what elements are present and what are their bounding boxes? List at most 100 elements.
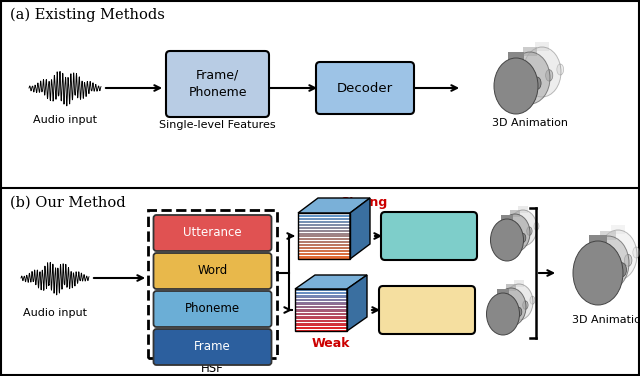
Ellipse shape xyxy=(573,241,623,305)
Ellipse shape xyxy=(505,284,533,320)
Ellipse shape xyxy=(490,219,524,261)
FancyBboxPatch shape xyxy=(154,291,271,327)
Text: Word: Word xyxy=(197,264,228,277)
Ellipse shape xyxy=(533,77,541,89)
Ellipse shape xyxy=(494,58,538,114)
Bar xyxy=(298,250,350,251)
Ellipse shape xyxy=(587,236,629,290)
FancyBboxPatch shape xyxy=(509,210,520,217)
Text: Decoder: Decoder xyxy=(399,303,455,317)
Text: Frame/
Phoneme: Frame/ Phoneme xyxy=(188,69,247,99)
Ellipse shape xyxy=(599,230,637,280)
Bar xyxy=(298,219,350,220)
Ellipse shape xyxy=(545,70,553,81)
Bar xyxy=(298,228,350,229)
Text: (a) Existing Methods: (a) Existing Methods xyxy=(10,8,165,23)
Bar xyxy=(298,248,350,249)
Text: 3D Animation: 3D Animation xyxy=(572,315,640,325)
Text: Strong: Strong xyxy=(340,196,388,209)
Ellipse shape xyxy=(500,214,530,252)
FancyBboxPatch shape xyxy=(379,286,475,334)
Bar xyxy=(298,230,350,231)
Bar xyxy=(295,313,347,314)
Bar xyxy=(295,330,347,331)
FancyBboxPatch shape xyxy=(166,51,269,117)
Ellipse shape xyxy=(625,254,632,266)
Bar xyxy=(295,314,347,315)
FancyBboxPatch shape xyxy=(501,215,513,222)
Ellipse shape xyxy=(486,293,520,335)
Bar xyxy=(295,295,347,296)
Bar xyxy=(295,311,347,312)
Bar xyxy=(298,225,350,226)
Bar xyxy=(298,245,350,246)
Bar xyxy=(295,300,347,301)
Text: Single-level Features: Single-level Features xyxy=(159,120,276,130)
Ellipse shape xyxy=(510,52,550,104)
Bar xyxy=(295,306,347,307)
FancyBboxPatch shape xyxy=(316,62,414,114)
FancyBboxPatch shape xyxy=(506,284,516,291)
Polygon shape xyxy=(295,275,367,289)
Bar xyxy=(298,241,350,242)
Bar xyxy=(295,324,347,325)
Polygon shape xyxy=(350,198,370,259)
FancyBboxPatch shape xyxy=(381,212,477,260)
Bar xyxy=(295,307,347,308)
FancyBboxPatch shape xyxy=(508,52,524,62)
Bar xyxy=(295,289,347,290)
Text: Frame: Frame xyxy=(194,341,231,353)
Bar xyxy=(295,296,347,297)
Bar xyxy=(295,293,347,294)
Text: HSF: HSF xyxy=(201,362,224,375)
Bar xyxy=(298,236,350,237)
FancyBboxPatch shape xyxy=(154,215,271,251)
Bar xyxy=(148,210,277,358)
Text: Audio input: Audio input xyxy=(33,115,97,125)
FancyBboxPatch shape xyxy=(600,230,616,240)
Text: Weak: Weak xyxy=(312,337,350,350)
Bar xyxy=(295,321,347,322)
Bar xyxy=(295,320,347,321)
Polygon shape xyxy=(298,198,370,213)
Ellipse shape xyxy=(534,222,539,230)
Bar xyxy=(298,244,350,245)
FancyBboxPatch shape xyxy=(497,289,509,296)
FancyBboxPatch shape xyxy=(154,253,271,289)
Bar xyxy=(298,233,350,234)
Bar xyxy=(298,222,350,223)
Bar xyxy=(298,251,350,252)
FancyBboxPatch shape xyxy=(523,47,537,56)
Bar xyxy=(295,310,347,311)
Bar xyxy=(295,299,347,300)
Bar xyxy=(298,258,350,259)
Bar xyxy=(295,318,347,319)
Bar xyxy=(298,221,350,222)
Ellipse shape xyxy=(523,47,561,97)
Ellipse shape xyxy=(516,307,522,317)
Bar xyxy=(298,216,350,217)
Ellipse shape xyxy=(520,233,526,243)
Bar xyxy=(295,290,347,291)
Text: Decoder: Decoder xyxy=(401,229,457,243)
FancyBboxPatch shape xyxy=(154,329,271,365)
FancyBboxPatch shape xyxy=(611,225,625,234)
Text: Utterance: Utterance xyxy=(183,226,242,240)
Bar xyxy=(298,213,350,214)
Ellipse shape xyxy=(527,227,532,235)
Bar xyxy=(295,317,347,318)
Text: 3D Animation: 3D Animation xyxy=(492,118,568,128)
Bar xyxy=(295,292,347,293)
Bar xyxy=(298,242,350,243)
Bar xyxy=(295,297,347,298)
Bar xyxy=(295,325,347,326)
FancyBboxPatch shape xyxy=(535,42,549,51)
Ellipse shape xyxy=(618,263,627,277)
Text: Phoneme: Phoneme xyxy=(185,303,240,315)
Ellipse shape xyxy=(633,247,639,258)
Bar xyxy=(295,327,347,328)
Ellipse shape xyxy=(509,210,537,246)
Text: Decoder: Decoder xyxy=(337,82,393,94)
Bar xyxy=(295,303,347,304)
Bar xyxy=(298,253,350,254)
